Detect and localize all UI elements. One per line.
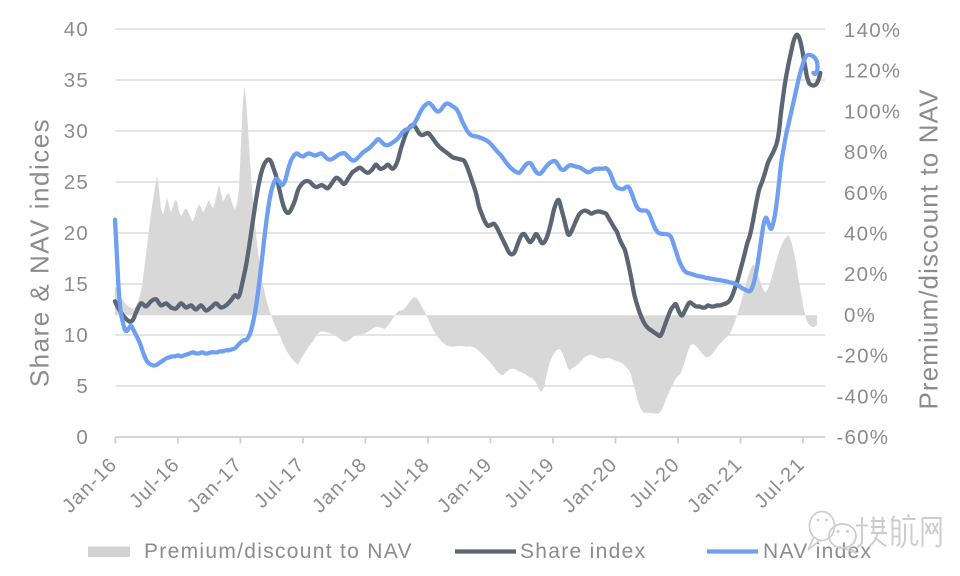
svg-text:0: 0 — [76, 426, 89, 449]
svg-text:0%: 0% — [844, 304, 876, 327]
svg-text:Premium/discount to NAV: Premium/discount to NAV — [144, 540, 413, 563]
svg-text:100%: 100% — [844, 100, 901, 123]
svg-text:Jan-20: Jan-20 — [558, 453, 622, 517]
svg-text:20: 20 — [64, 222, 89, 245]
svg-text:140%: 140% — [844, 19, 901, 42]
svg-text:40%: 40% — [844, 223, 889, 246]
svg-text:-20%: -20% — [837, 345, 890, 368]
svg-text:Jul-21: Jul-21 — [750, 453, 809, 512]
svg-text:Jul-17: Jul-17 — [250, 453, 309, 512]
svg-text:25: 25 — [64, 171, 89, 194]
svg-text:NAV index: NAV index — [763, 540, 872, 563]
svg-text:Jan-18: Jan-18 — [308, 453, 372, 517]
svg-text:Premium/discount to NAV: Premium/discount to NAV — [914, 88, 944, 409]
svg-text:Jul-20: Jul-20 — [625, 453, 684, 512]
svg-text:Jul-19: Jul-19 — [500, 453, 559, 512]
svg-text:30: 30 — [64, 120, 89, 143]
svg-text:Jan-17: Jan-17 — [183, 453, 247, 517]
svg-text:80%: 80% — [844, 141, 889, 164]
svg-text:60%: 60% — [844, 182, 889, 205]
svg-text:120%: 120% — [844, 60, 901, 83]
svg-text:Share & NAV indices: Share & NAV indices — [25, 118, 55, 387]
svg-text:5: 5 — [76, 375, 89, 398]
svg-text:Jan-16: Jan-16 — [58, 453, 122, 517]
svg-text:35: 35 — [64, 69, 89, 92]
svg-text:Jan-21: Jan-21 — [683, 453, 747, 517]
svg-text:Jan-19: Jan-19 — [433, 453, 497, 517]
svg-text:-60%: -60% — [837, 426, 890, 449]
svg-text:Jul-16: Jul-16 — [125, 453, 184, 512]
svg-text:Jul-18: Jul-18 — [375, 453, 434, 512]
svg-text:-40%: -40% — [837, 385, 890, 408]
svg-text:40: 40 — [64, 18, 89, 41]
svg-text:15: 15 — [64, 273, 89, 296]
svg-text:20%: 20% — [844, 263, 889, 286]
svg-text:Share index: Share index — [520, 540, 646, 563]
svg-text:10: 10 — [64, 324, 89, 347]
